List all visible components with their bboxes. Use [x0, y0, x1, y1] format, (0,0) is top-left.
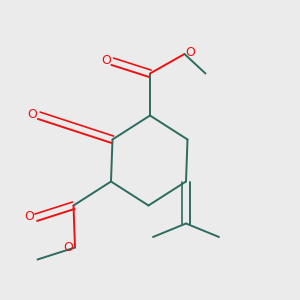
Text: O: O: [101, 53, 111, 67]
Text: O: O: [25, 209, 34, 223]
Text: O: O: [185, 46, 195, 59]
Text: O: O: [28, 107, 37, 121]
Text: O: O: [64, 241, 73, 254]
